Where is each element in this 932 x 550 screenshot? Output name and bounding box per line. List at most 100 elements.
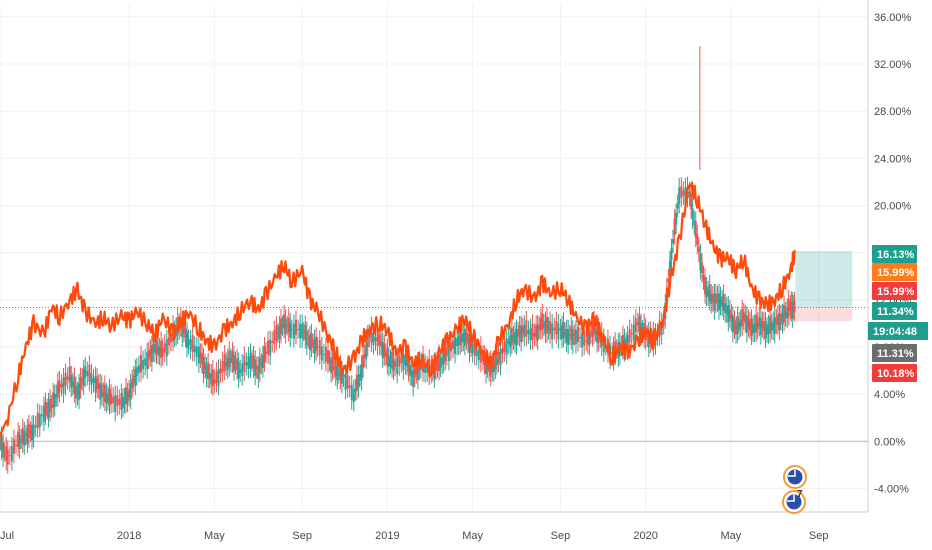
candle-body [451,340,454,349]
candle-body [181,320,184,338]
stop-zone [795,307,853,322]
position-tool[interactable] [0,251,868,322]
candle-body [412,370,415,387]
y-tick-label: 28.00% [874,106,912,118]
candle-body [447,344,450,362]
candle-body [44,402,47,416]
candle-body [410,370,413,377]
candle-body [204,363,207,370]
candle-body [105,392,108,404]
candle-body [239,369,242,373]
candle-body [654,332,657,346]
candle-body [579,337,582,339]
candle-body [634,318,637,333]
candle-body [512,335,515,341]
price-tag [872,263,917,281]
y-tick-label: 20.00% [874,200,912,212]
candle-body [20,438,23,440]
price-tag-label: 10.18% [877,368,915,380]
candle-body [381,341,384,359]
candle-body [463,328,466,346]
candle-body [304,324,307,340]
candle-body [149,348,152,358]
candle-body [2,442,5,458]
candle-body [10,446,13,462]
candle-body [372,332,375,346]
candle-body [391,351,394,369]
candle-body [588,330,591,346]
event-badges[interactable]: 7 [782,465,807,514]
candle-body [761,321,764,329]
candle-body [407,355,410,373]
x-tick-label: 2019 [375,530,399,542]
candle-body [29,431,32,433]
candle-body [53,393,56,407]
candle-body [499,348,502,366]
candle-body [324,346,327,363]
candle-body [555,321,558,335]
candle-body [357,375,360,389]
candle-body [791,301,794,319]
candle-body [32,424,35,438]
candle-body [158,347,161,356]
y-tick-label: -4.00% [874,483,909,495]
candle-body [84,366,87,378]
candle-body [790,300,793,313]
candle-body [744,314,747,324]
event-badge-icon[interactable] [782,490,806,514]
candle-body [27,424,30,439]
candle-body [767,324,770,335]
candle-body [175,326,178,337]
candle-body [736,316,739,334]
candle-body [128,389,131,397]
event-badge-icon[interactable] [783,465,807,489]
candle-body [64,373,67,386]
candle-body [778,313,781,331]
candle-body [583,330,586,346]
candle-body [628,328,631,343]
candle-body [738,321,741,330]
candle-body [292,323,295,339]
candle-body [667,278,670,283]
candle-body [491,365,494,372]
candle-body [470,339,473,348]
candle-body [232,354,235,372]
candle-body [313,338,316,354]
candle-body [626,335,629,351]
candle-body [704,277,707,295]
candle-body [764,321,767,339]
candle-body [5,446,8,461]
price-tag [872,302,917,320]
candle-body [307,338,310,340]
candle-body [126,392,129,403]
candle-body [221,361,224,373]
candle-body [265,351,268,354]
candle-body [142,359,145,370]
comparison-line [0,181,796,436]
candle-body [739,319,742,328]
candle-body [161,348,164,356]
candle-body [333,367,336,369]
candle-body [251,359,254,363]
candle-body [316,346,319,348]
candle-body [339,364,342,380]
y-tick-label: 32.00% [874,59,912,71]
candle-body [559,328,562,331]
candle-body [255,366,258,370]
price-tags: 16.13% 15.99% 15.99% 11.34% 19:04:48 11.31% 10… [868,245,928,382]
candle-body [541,313,544,330]
candle-body [0,441,1,443]
candle-body [457,336,460,346]
candle-body [350,384,353,401]
candle-body [189,339,192,350]
candle-body [26,428,29,444]
candle-body [237,362,240,379]
candle-body [234,360,237,365]
candle-body [741,309,744,327]
candle-body [49,398,52,413]
candle-body [380,341,383,347]
x-axis-ticks: Jul 2018 May Sep 2019 May Sep 2020 May Sep [0,530,828,542]
candle-body [355,374,358,391]
candle-body [775,318,778,325]
